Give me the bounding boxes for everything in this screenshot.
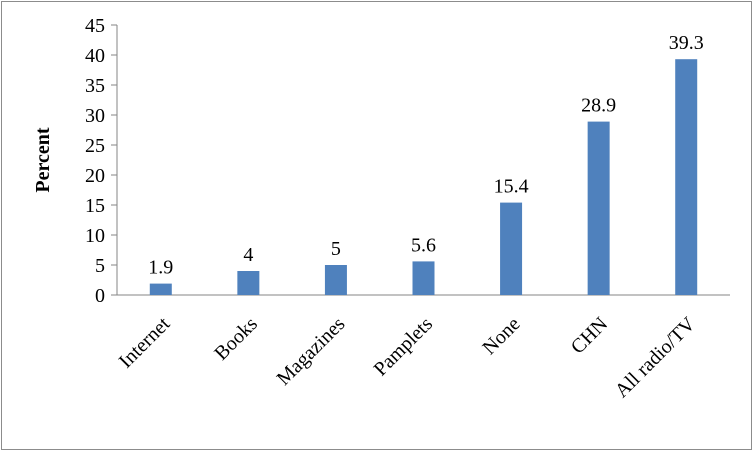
data-label: 4 — [243, 244, 253, 266]
y-tick-label: 15 — [85, 195, 105, 217]
y-axis: 0 5 10 15 20 25 30 35 40 45 — [85, 15, 118, 307]
y-tick-label: 40 — [85, 45, 105, 67]
y-tick-label: 30 — [85, 105, 105, 127]
x-tick-label: Internet — [115, 313, 175, 373]
y-tick-label: 20 — [85, 165, 105, 187]
bar-none — [500, 202, 523, 295]
x-tick-label: Magazines — [273, 313, 350, 390]
x-tick-label: All radio/TV — [611, 313, 700, 402]
data-label: 5.6 — [411, 234, 436, 256]
x-tick-label: CHN — [567, 313, 612, 358]
bar-magazines — [324, 265, 347, 295]
x-tick-label: Books — [210, 313, 262, 365]
y-tick-label: 5 — [95, 255, 105, 277]
bar-all-radio-tv — [675, 59, 698, 296]
y-axis-title: Percent — [32, 127, 54, 192]
bar-chn — [587, 121, 610, 295]
x-tick-label: Pamplets — [370, 313, 438, 381]
data-label: 28.9 — [581, 95, 616, 117]
data-label: 1.9 — [148, 257, 173, 279]
bar-books — [237, 271, 260, 295]
y-tick-label: 45 — [85, 15, 105, 37]
data-label: 39.3 — [669, 32, 704, 54]
y-tick-label: 0 — [95, 285, 105, 307]
x-tick-label: None — [478, 313, 524, 359]
x-axis: Internet Books Magazines Pamplets None CHNAll… — [115, 294, 730, 402]
bar-pamplets — [412, 261, 435, 295]
y-tick-label: 35 — [85, 75, 105, 97]
data-label: 5 — [331, 238, 341, 260]
y-tick-label: 10 — [85, 225, 105, 247]
data-labels: 1.9 4 5 5.6 15.4 28.9 39.3 — [148, 32, 703, 278]
bars — [149, 59, 698, 296]
bar-internet — [149, 283, 172, 295]
y-tick-label: 25 — [85, 135, 105, 157]
data-label: 15.4 — [494, 176, 529, 198]
